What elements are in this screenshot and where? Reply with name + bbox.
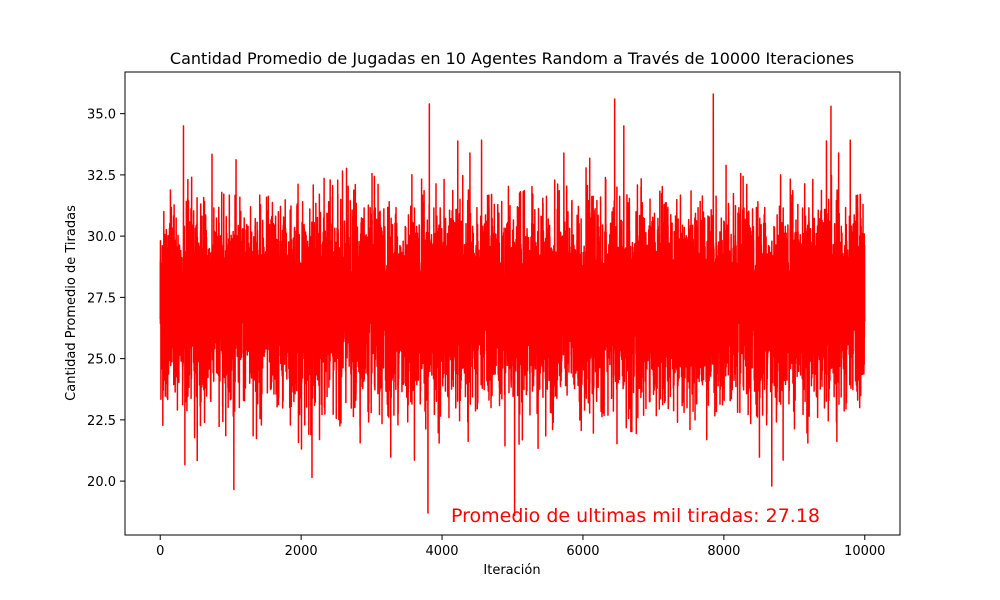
x-tick-label: 0	[156, 544, 164, 559]
chart-title: Cantidad Promedio de Jugadas en 10 Agent…	[170, 49, 854, 68]
y-tick-label: 22.5	[87, 414, 116, 429]
x-tick-label: 10000	[844, 544, 885, 559]
y-tick-label: 32.5	[87, 169, 116, 184]
x-tick-label: 8000	[707, 544, 740, 559]
y-tick-label: 27.5	[87, 291, 116, 306]
x-axis: 0 2000 4000 6000 8000 10000	[156, 535, 885, 559]
x-tick-label: 4000	[425, 544, 458, 559]
y-axis: 20.0 22.5 25.0 27.5 30.0 32.5 35.0	[87, 108, 125, 490]
y-axis-label: Cantidad Promedio de Tiradas	[64, 205, 79, 401]
series-line	[159, 93, 866, 517]
average-annotation: Promedio de ultimas mil tiradas: 27.18	[451, 505, 820, 527]
x-axis-label: Iteración	[483, 563, 540, 578]
series-layer	[159, 93, 866, 517]
plot-frame	[124, 71, 901, 536]
y-tick-label: 35.0	[87, 108, 116, 123]
y-tick-label: 25.0	[87, 353, 116, 368]
y-tick-label: 30.0	[87, 230, 116, 245]
x-tick-label: 6000	[566, 544, 599, 559]
y-tick-label: 20.0	[87, 475, 116, 490]
x-tick-label: 2000	[285, 544, 318, 559]
